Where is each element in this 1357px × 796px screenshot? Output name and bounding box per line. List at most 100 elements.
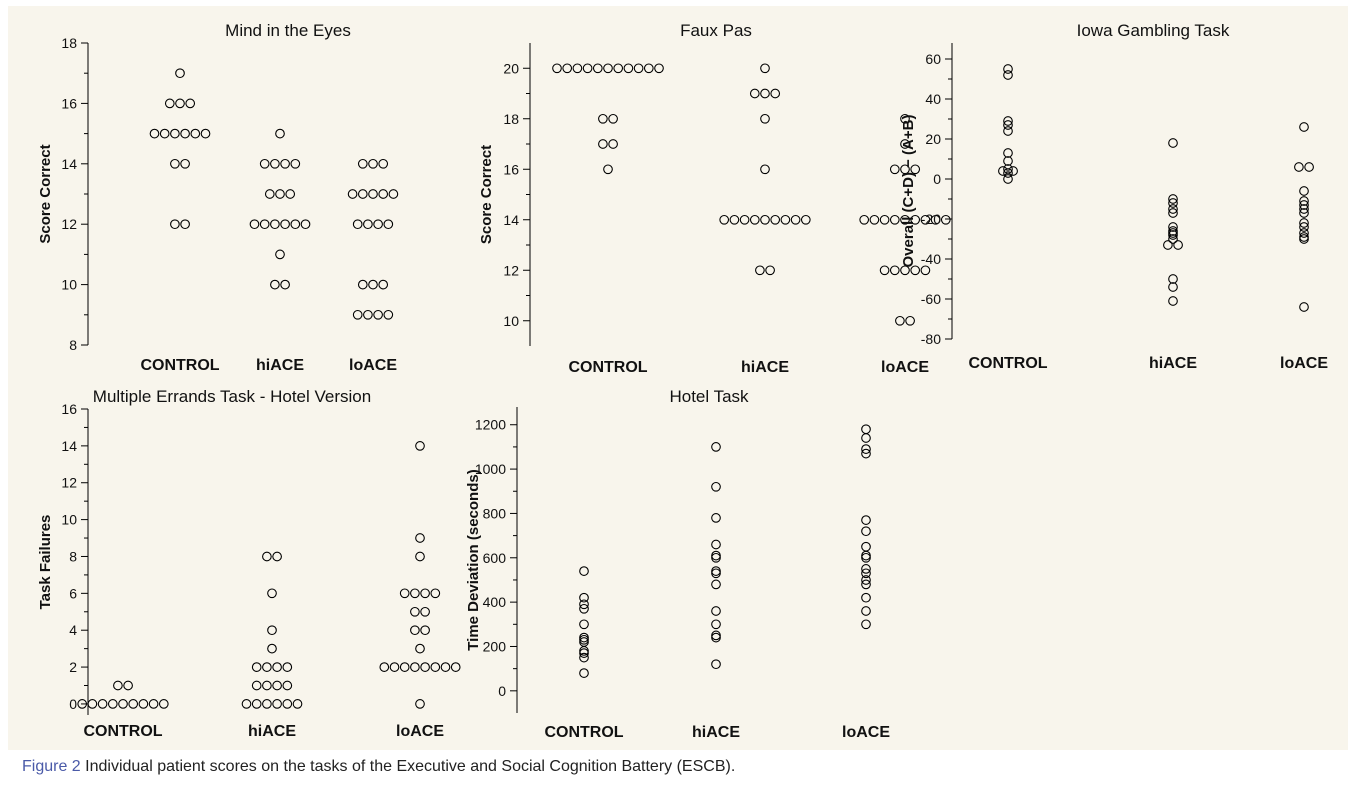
data-point [251, 699, 262, 709]
y-tick-label: 0 [69, 696, 77, 712]
y-tick-label: 200 [483, 638, 507, 654]
chart-title: Multiple Errands Task - Hotel Version [93, 387, 371, 406]
data-point [760, 88, 770, 99]
data-point [920, 265, 931, 276]
data-point [170, 128, 180, 139]
data-point [180, 158, 190, 169]
data-point [900, 265, 910, 276]
chart-1: Faux Pas 10 12 14 16 18 20 Score Correct CONTROL… [478, 21, 951, 376]
data-point [292, 699, 303, 709]
data-point [1003, 126, 1013, 136]
data-point [275, 249, 285, 260]
data-point [138, 699, 149, 709]
data-point [603, 164, 613, 175]
x-category-label: hiACE [692, 724, 740, 741]
y-tick-label: 16 [61, 401, 77, 417]
data-point [765, 265, 775, 276]
y-tick-label: 12 [61, 216, 77, 232]
y-tick-label: 600 [483, 550, 507, 566]
data-point [861, 424, 871, 435]
y-tick-label: 14 [61, 438, 77, 454]
data-point [861, 579, 871, 590]
data-point [1299, 196, 1309, 206]
data-point [869, 214, 880, 225]
data-point [729, 214, 740, 225]
data-point [180, 128, 190, 139]
x-category-label: CONTROL [968, 355, 1047, 372]
data-point [357, 279, 368, 290]
data-point [579, 566, 589, 576]
data-point [379, 662, 390, 672]
data-point [579, 592, 589, 603]
data-point [270, 158, 280, 169]
data-point [861, 575, 871, 585]
data-point [270, 279, 280, 290]
y-tick-label: 20 [503, 60, 519, 76]
y-axis-label: Score Correct [478, 145, 495, 244]
y-tick-label: 6 [69, 585, 77, 601]
data-point [711, 550, 721, 561]
data-point [760, 63, 770, 74]
y-tick-label: 16 [503, 161, 519, 177]
data-point [889, 164, 900, 175]
data-point [272, 699, 282, 709]
data-point [861, 592, 871, 603]
data-point [251, 680, 262, 691]
data-point [1168, 274, 1178, 284]
y-axis-label: Time Deviation (seconds) [465, 469, 482, 650]
data-point [275, 189, 285, 199]
data-point [159, 128, 170, 139]
data-point [430, 662, 441, 672]
y-tick-label: 10 [61, 512, 77, 528]
y-tick-label: 10 [61, 277, 77, 293]
data-point [170, 158, 180, 169]
data-point [879, 214, 890, 225]
data-point [579, 599, 589, 610]
data-point [123, 680, 133, 691]
data-point [895, 315, 905, 326]
data-point [633, 63, 644, 74]
data-point [1003, 64, 1013, 74]
data-point [420, 662, 430, 672]
data-point [259, 219, 270, 230]
data-point [388, 189, 399, 199]
data-point [368, 279, 378, 290]
data-point [800, 214, 811, 225]
data-point [1299, 228, 1309, 238]
data-point [608, 113, 618, 124]
data-point [760, 164, 770, 175]
data-point [598, 113, 608, 124]
data-point [97, 699, 108, 709]
data-point [861, 433, 871, 443]
data-point [711, 619, 721, 630]
data-point [267, 588, 277, 599]
data-point [373, 219, 383, 230]
data-point [780, 214, 791, 225]
y-tick-label: 8 [69, 548, 77, 564]
data-point [613, 63, 624, 74]
data-point [267, 625, 277, 636]
data-point [643, 63, 654, 74]
data-point [572, 63, 583, 74]
data-point [1299, 218, 1309, 228]
data-point [249, 219, 260, 230]
y-tick-label: 1200 [475, 417, 506, 433]
data-point [1168, 222, 1178, 232]
data-point [1003, 70, 1013, 80]
data-point [1168, 198, 1178, 208]
data-point [930, 214, 941, 225]
y-tick-label: 18 [503, 111, 519, 127]
data-point [861, 619, 871, 630]
x-category-label: CONTROL [544, 724, 623, 741]
data-point [579, 603, 589, 614]
data-point [1304, 162, 1314, 172]
data-point [910, 265, 921, 276]
data-point [415, 441, 425, 451]
data-point [148, 699, 159, 709]
data-point [910, 164, 921, 175]
data-point [368, 189, 378, 199]
data-point [1003, 156, 1013, 166]
data-point [262, 699, 272, 709]
y-tick-label: 4 [69, 622, 77, 638]
data-point [711, 513, 721, 523]
